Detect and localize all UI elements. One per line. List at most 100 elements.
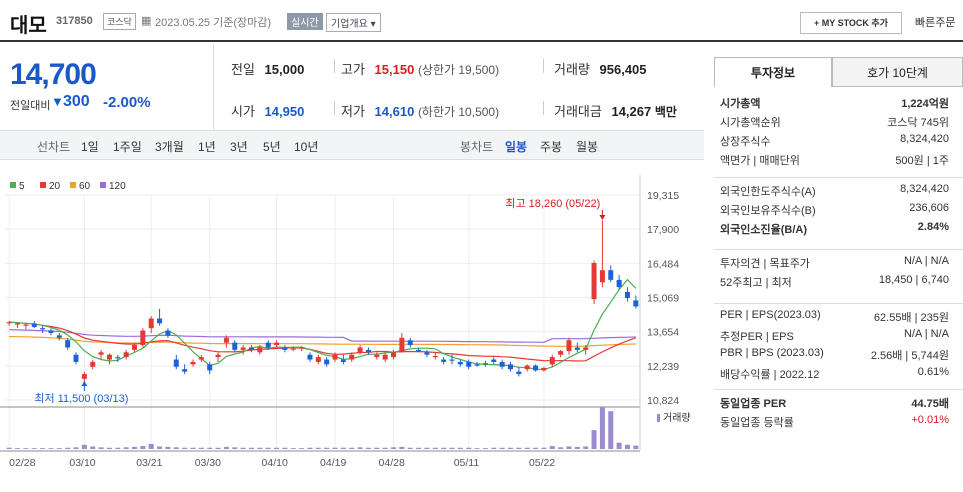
- volume-value: 956,405: [599, 62, 647, 77]
- volume-bar: [307, 447, 313, 449]
- tab-3y[interactable]: 3년: [230, 140, 248, 154]
- candle-body: [482, 363, 488, 365]
- volume-bar: [173, 447, 179, 449]
- tab-1d[interactable]: 1일: [81, 140, 99, 154]
- realtime-button[interactable]: 실시간: [287, 13, 323, 30]
- volume-bar: [182, 447, 188, 449]
- tab-10y[interactable]: 10년: [294, 140, 319, 154]
- candle-body: [115, 357, 121, 359]
- candle-body: [23, 324, 29, 326]
- x-tick-label: 04/28: [379, 457, 405, 469]
- candle-body: [340, 359, 346, 362]
- line-chart-label[interactable]: 선차트: [37, 140, 71, 154]
- candle-body: [349, 354, 355, 360]
- volume-bar: [507, 447, 513, 449]
- low-annotation: 최저 11,500 (03/13): [34, 392, 128, 405]
- price-change-pct: -2.00%: [103, 94, 151, 111]
- y-tick-label: 12,239: [647, 361, 679, 373]
- volume-bar: [491, 447, 497, 449]
- candle-body: [290, 348, 296, 350]
- investment-info-panel: 투자정보 호가 10단계 시가총액 1,224억원 시가총액순위 코스닥 745위 상장…: [714, 57, 963, 489]
- volume-bar: [332, 447, 338, 449]
- info-row-value: 44.75배: [911, 398, 949, 410]
- candle-body: [315, 357, 321, 362]
- volume-bar: [324, 447, 330, 449]
- candle-body: [441, 359, 447, 362]
- info-row-label: 추정PER | EPS: [720, 331, 794, 343]
- x-tick-label: 02/28: [9, 457, 35, 469]
- y-tick-label: 13,654: [647, 327, 679, 339]
- tab-orderbook[interactable]: 호가 10단계: [832, 57, 963, 87]
- calendar-icon: ▦: [141, 15, 152, 27]
- volume-bar: [290, 448, 296, 449]
- tab-1w[interactable]: 1주일: [113, 140, 142, 154]
- candle-body: [357, 347, 363, 353]
- tab-daily[interactable]: 일봉: [505, 140, 528, 154]
- info-rows: 시가총액 1,224억원 시가총액순위 코스닥 745위 상장주식수 8,324,420 액…: [714, 95, 963, 485]
- add-mystock-button[interactable]: + MY STOCK 추가: [800, 12, 902, 34]
- candle-body: [215, 354, 221, 358]
- fast-order-button[interactable]: 빠른주문: [915, 17, 956, 29]
- candle-body: [583, 347, 589, 350]
- price-box: 14,700 전일대비 ▼ 300 -2.00%: [0, 44, 214, 130]
- tab-weekly[interactable]: 주봉: [540, 140, 563, 154]
- amount-unit: 백만: [654, 105, 677, 119]
- volume-bar: [207, 447, 213, 449]
- volume-bar: [566, 446, 572, 449]
- volume-bar: [132, 446, 138, 449]
- candle-chart-label[interactable]: 봉차트: [460, 140, 494, 154]
- candle-body: [591, 262, 597, 300]
- volume-bar: [541, 447, 547, 449]
- volume-bar: [533, 447, 539, 449]
- high-label: 고가: [341, 62, 365, 77]
- volume-bar: [274, 447, 280, 449]
- y-tick-label: 17,900: [647, 224, 679, 236]
- candle-body: [40, 328, 46, 330]
- candle-body: [566, 340, 572, 352]
- down-triangle-icon: ▼: [51, 94, 64, 109]
- price-change: 300: [63, 93, 90, 110]
- tab-monthly[interactable]: 월봉: [576, 140, 599, 154]
- legend-label: 5: [19, 181, 25, 192]
- candle-body: [232, 342, 238, 350]
- tab-3m[interactable]: 3개월: [155, 140, 184, 154]
- volume-bar: [407, 447, 413, 449]
- volume-bar: [382, 447, 388, 449]
- high-arrow-head: [599, 215, 606, 220]
- company-overview-dropdown[interactable]: 기업개요 ▾: [326, 13, 381, 32]
- candle-body: [6, 322, 12, 324]
- info-row-value: 236,606: [909, 202, 949, 214]
- candle-body: [98, 352, 104, 355]
- info-row-value: 8,324,420: [900, 183, 949, 195]
- tab-investment-info[interactable]: 투자정보: [714, 57, 832, 87]
- volume-bar: [106, 447, 112, 449]
- stock-header: 대모 317850 코스닥 ▦ 2023.05.25 기준(장마감) 실시간 기…: [0, 0, 963, 42]
- info-row-value: 18,450 | 6,740: [878, 274, 949, 286]
- open-value: 14,950: [264, 104, 305, 119]
- x-tick-label: 04/19: [320, 457, 346, 469]
- ma5-line: [9, 278, 637, 371]
- volume-bar: [583, 446, 589, 449]
- low-value: 14,610: [374, 104, 415, 119]
- tab-5y[interactable]: 5년: [263, 140, 281, 154]
- volume-legend-swatch: [657, 414, 660, 422]
- volume-bar: [98, 447, 104, 449]
- prev-label: 전일: [231, 62, 255, 77]
- legend-swatch: [70, 182, 76, 188]
- volume-bar: [416, 447, 422, 449]
- volume-bar: [148, 443, 154, 449]
- candle-body: [240, 347, 246, 350]
- candle-body: [399, 337, 405, 353]
- chart-canvas: 5 20 60 120 19,315 17,900 16,484 15,069 13,654 12…: [0, 175, 691, 469]
- volume-bar: [466, 447, 472, 449]
- amount-value: 14,267: [611, 104, 652, 119]
- base-date: 2023.05.25 기준(장마감): [155, 17, 272, 29]
- candlestick-chart[interactable]: 5 20 60 120 19,315 17,900 16,484 15,069 13,654 12…: [0, 175, 704, 489]
- tab-1y[interactable]: 1년: [198, 140, 216, 154]
- candle-body: [616, 279, 622, 288]
- info-row-value: 500원 | 1주: [895, 155, 949, 167]
- volume-bar: [248, 447, 254, 449]
- volume-bar: [265, 447, 271, 449]
- y-tick-label: 19,315: [647, 190, 679, 202]
- info-row-value: 2.84%: [917, 221, 949, 233]
